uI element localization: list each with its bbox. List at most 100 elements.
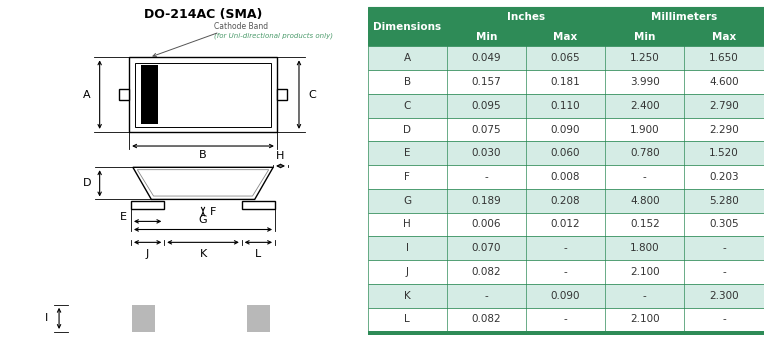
Text: B: B [404, 77, 411, 87]
Text: -: - [564, 267, 568, 277]
Text: G: G [198, 215, 208, 225]
Text: 1.800: 1.800 [630, 243, 660, 253]
Text: Cathode Band: Cathode Band [214, 22, 268, 31]
Bar [368, 260, 764, 284]
Bar [131, 201, 165, 209]
Text: 0.189: 0.189 [471, 196, 501, 206]
Text: C: C [404, 101, 411, 111]
Text: F: F [404, 172, 410, 182]
Bar [368, 331, 764, 335]
Text: 0.305: 0.305 [709, 219, 739, 230]
Polygon shape [133, 167, 273, 199]
Text: Max: Max [712, 32, 736, 42]
Bar [119, 89, 129, 100]
Text: 0.157: 0.157 [471, 77, 501, 87]
Text: J: J [406, 267, 408, 277]
Text: -: - [564, 243, 568, 253]
Text: -: - [564, 314, 568, 324]
Text: E: E [404, 148, 411, 158]
Bar [368, 236, 764, 260]
Text: 0.203: 0.203 [709, 172, 739, 182]
Text: DO-214AC (SMA): DO-214AC (SMA) [144, 8, 262, 21]
Text: 0.208: 0.208 [551, 196, 581, 206]
Bar [684, 28, 764, 46]
Text: 2.100: 2.100 [630, 314, 660, 324]
Text: Inches: Inches [507, 13, 545, 22]
Text: L: L [404, 314, 410, 324]
Text: 0.181: 0.181 [551, 77, 581, 87]
Bar [447, 28, 526, 46]
Text: 0.110: 0.110 [551, 101, 581, 111]
Text: A: A [404, 53, 411, 63]
Bar [368, 213, 764, 236]
Text: 0.082: 0.082 [471, 314, 501, 324]
Text: D: D [403, 124, 411, 135]
Bar [526, 28, 605, 46]
Text: Max: Max [554, 32, 578, 42]
Text: -: - [484, 291, 488, 301]
Text: K: K [404, 291, 411, 301]
Bar [368, 189, 764, 213]
Bar [368, 70, 764, 94]
Text: E: E [119, 212, 126, 222]
Text: 0.060: 0.060 [551, 148, 581, 158]
Text: 0.049: 0.049 [471, 53, 501, 63]
Bar [447, 7, 605, 28]
Bar [368, 308, 764, 331]
Bar [605, 7, 764, 28]
Text: I: I [45, 313, 48, 323]
Bar [368, 7, 447, 46]
Text: 0.095: 0.095 [471, 101, 501, 111]
Bar [368, 141, 764, 165]
Text: 2.400: 2.400 [630, 101, 660, 111]
Text: 0.012: 0.012 [551, 219, 581, 230]
Bar [247, 305, 270, 332]
Bar [368, 284, 764, 308]
Text: 3.990: 3.990 [630, 77, 660, 87]
Text: 2.290: 2.290 [709, 124, 739, 135]
Text: 0.006: 0.006 [471, 219, 501, 230]
Text: F: F [210, 207, 216, 217]
Bar [135, 63, 271, 127]
Text: 0.075: 0.075 [471, 124, 501, 135]
Text: (for Uni-directional products only): (for Uni-directional products only) [214, 32, 333, 39]
Bar [241, 201, 275, 209]
Text: 2.300: 2.300 [709, 291, 739, 301]
Text: 4.800: 4.800 [630, 196, 660, 206]
Text: G: G [403, 196, 411, 206]
Text: C: C [308, 90, 316, 100]
Text: 0.008: 0.008 [551, 172, 581, 182]
Bar [368, 118, 764, 141]
Text: 0.152: 0.152 [630, 219, 660, 230]
Text: 4.600: 4.600 [709, 77, 739, 87]
Text: 1.520: 1.520 [709, 148, 739, 158]
Text: 0.030: 0.030 [471, 148, 501, 158]
Bar [605, 28, 684, 46]
Bar [368, 46, 764, 70]
Text: -: - [643, 172, 647, 182]
Text: K: K [199, 249, 207, 259]
Text: -: - [484, 172, 488, 182]
Text: A: A [83, 90, 91, 100]
Bar [277, 89, 287, 100]
Bar [131, 305, 155, 332]
Text: 0.090: 0.090 [551, 124, 581, 135]
Text: 0.090: 0.090 [551, 291, 581, 301]
Text: H: H [276, 151, 285, 161]
Text: 1.650: 1.650 [709, 53, 739, 63]
Bar [368, 94, 764, 118]
Text: D: D [82, 178, 91, 188]
Text: 0.065: 0.065 [551, 53, 581, 63]
Text: 2.100: 2.100 [630, 267, 660, 277]
Text: 0.082: 0.082 [471, 267, 501, 277]
Text: 2.790: 2.790 [709, 101, 739, 111]
Text: Dimensions: Dimensions [373, 22, 441, 31]
Bar [141, 65, 158, 124]
Text: Millimeters: Millimeters [651, 13, 717, 22]
Text: -: - [643, 291, 647, 301]
Text: Min: Min [634, 32, 655, 42]
Text: 1.250: 1.250 [630, 53, 660, 63]
Text: -: - [722, 267, 726, 277]
Text: J: J [146, 249, 149, 259]
Text: 1.900: 1.900 [630, 124, 660, 135]
